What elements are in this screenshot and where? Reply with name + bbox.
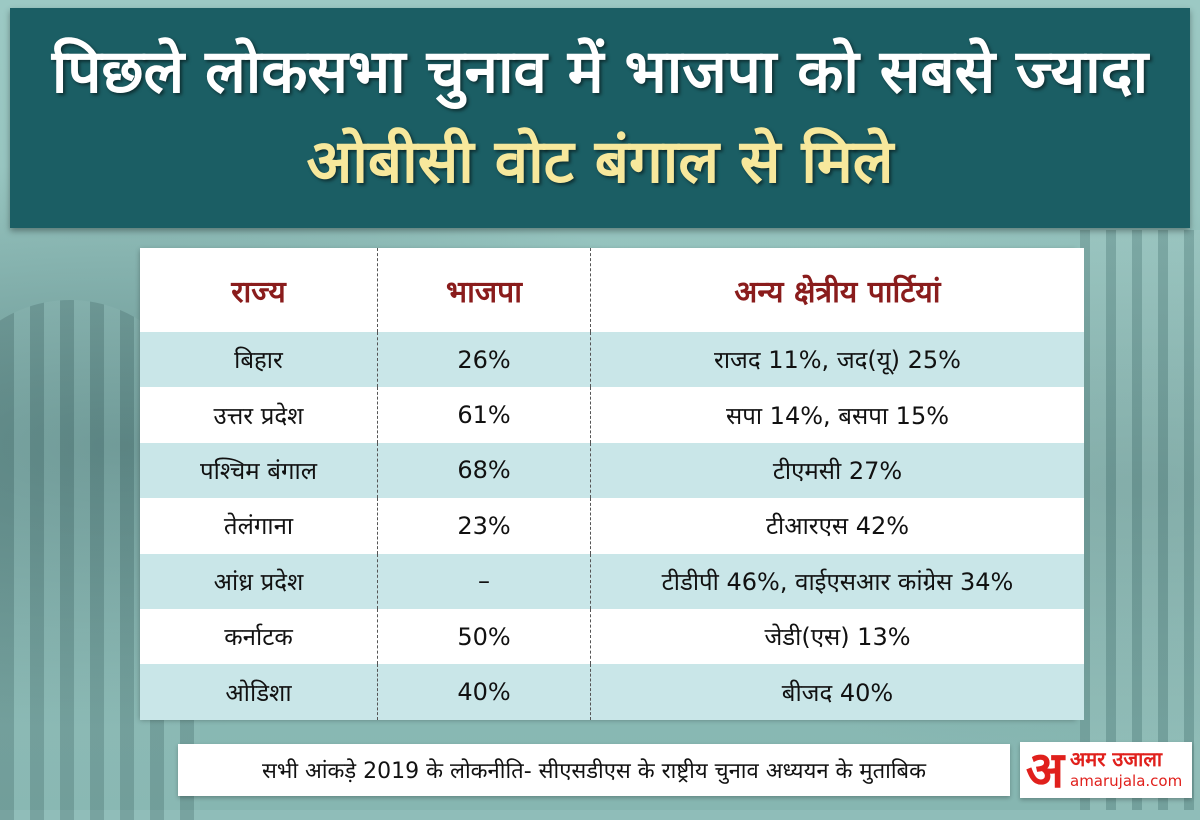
column-header-state: राज्य [140,248,378,332]
data-table: राज्य भाजपा अन्य क्षेत्रीय पार्टियां बिह… [140,248,1084,720]
bjp-cell: 26% [377,332,591,388]
table-row: आंध्र प्रदेश – टीडीपी 46%, वाईएसआर कांग्… [140,553,1084,609]
title-line-1: पिछले लोकसभा चुनाव में भाजपा को सबसे ज्य… [51,37,1149,107]
title-line-2: ओबीसी वोट बंगाल से मिले [306,127,894,197]
header-banner: पिछले लोकसभा चुनाव में भाजपा को सबसे ज्य… [10,8,1190,228]
bjp-cell: 40% [377,664,591,720]
state-cell: उत्तर प्रदेश [140,387,378,443]
state-cell: बिहार [140,332,378,388]
table-row: उत्तर प्रदेश 61% सपा 14%, बसपा 15% [140,387,1084,443]
state-cell: ओडिशा [140,664,378,720]
bjp-cell: 61% [377,387,591,443]
source-note-text: सभी आंकड़े 2019 के लोकनीति- सीएसडीएस के … [262,759,926,784]
others-cell: सपा 14%, बसपा 15% [590,387,1084,443]
table-row: तेलंगाना 23% टीआरएस 42% [140,498,1084,554]
table-row: कर्नाटक 50% जेडी(एस) 13% [140,608,1084,665]
logo-url: amarujala.com [1070,772,1183,790]
table-row: बिहार 26% राजद 11%, जद(यू) 25% [140,332,1084,388]
state-cell: आंध्र प्रदेश [140,553,378,609]
state-cell: कर्नाटक [140,608,378,665]
bjp-cell: 50% [377,608,591,665]
source-note: सभी आंकड़े 2019 के लोकनीति- सीएसडीएस के … [178,744,1010,796]
table-row: पश्चिम बंगाल 68% टीएमसी 27% [140,442,1084,499]
others-cell: जेडी(एस) 13% [590,608,1084,665]
others-cell: बीजद 40% [590,664,1084,720]
column-header-bjp: भाजपा [377,248,591,332]
logo-text: अमर उजाला amarujala.com [1070,748,1182,792]
others-cell: टीआरएस 42% [590,498,1084,554]
bjp-cell: 68% [377,442,591,499]
bjp-cell: 23% [377,498,591,554]
table-row: ओडिशा 40% बीजद 40% [140,664,1084,720]
others-cell: राजद 11%, जद(यू) 25% [590,332,1084,388]
bjp-cell: – [377,553,591,609]
amar-ujala-logo: अ अमर उजाला amarujala.com [1020,742,1192,798]
state-cell: पश्चिम बंगाल [140,442,378,499]
others-cell: टीडीपी 46%, वाईएसआर कांग्रेस 34% [590,553,1084,609]
logo-mark-icon: अ [1025,741,1065,799]
logo-name: अमर उजाला [1070,747,1163,771]
background-building-pillars [1080,230,1200,810]
column-header-others: अन्य क्षेत्रीय पार्टियां [590,248,1084,332]
state-cell: तेलंगाना [140,498,378,554]
others-cell: टीएमसी 27% [590,442,1084,499]
